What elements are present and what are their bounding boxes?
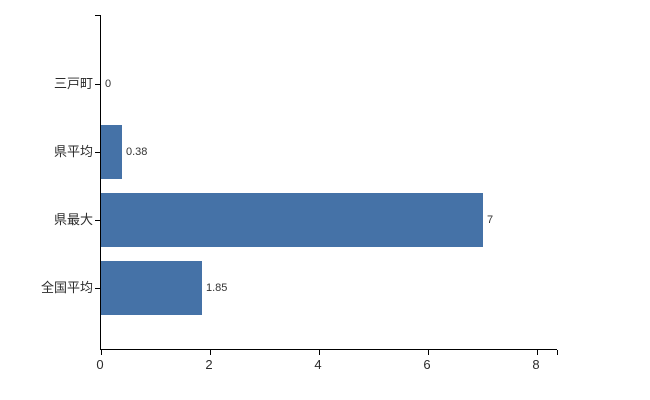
bar-value-label: 0 bbox=[105, 78, 112, 90]
plot-area: 0 0.38 7 1.85 bbox=[100, 15, 558, 355]
bar-value-label: 7 bbox=[487, 214, 494, 226]
y-axis-end-tick bbox=[95, 15, 100, 16]
x-axis-tick bbox=[210, 350, 211, 355]
x-axis-end-tick bbox=[557, 350, 558, 355]
y-axis-tick bbox=[95, 84, 100, 85]
bar bbox=[101, 125, 122, 179]
x-axis-tick bbox=[537, 350, 538, 355]
x-axis-tick bbox=[319, 350, 320, 355]
x-tick-label: 2 bbox=[205, 357, 213, 372]
category-label: 県最大 bbox=[53, 212, 93, 227]
x-axis-tick bbox=[101, 350, 102, 355]
y-axis-tick bbox=[95, 288, 100, 289]
y-axis-tick bbox=[95, 220, 100, 221]
bar-value-label: 0.38 bbox=[126, 146, 148, 158]
bar bbox=[101, 261, 202, 315]
bar-value-label: 1.85 bbox=[206, 282, 228, 294]
bar bbox=[101, 193, 483, 247]
x-tick-label: 0 bbox=[96, 357, 104, 372]
x-tick-label: 4 bbox=[314, 357, 322, 372]
x-axis-tick bbox=[428, 350, 429, 355]
category-label: 三戸町 bbox=[53, 76, 93, 91]
category-label: 県平均 bbox=[53, 144, 93, 159]
category-label: 全国平均 bbox=[40, 280, 93, 295]
x-tick-label: 8 bbox=[532, 357, 540, 372]
x-tick-label: 6 bbox=[423, 357, 431, 372]
y-axis-tick bbox=[95, 152, 100, 153]
